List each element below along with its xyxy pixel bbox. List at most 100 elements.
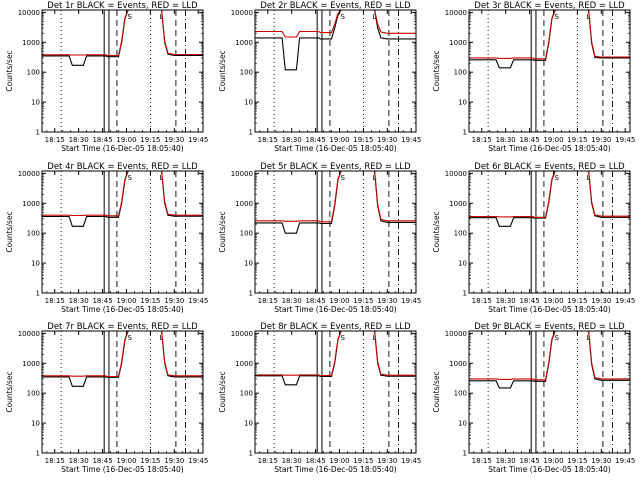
y-axis-label: Counts/sec [5, 211, 14, 252]
x-tick-label: 18:30 [282, 457, 302, 465]
y-tick-label: 10 [458, 99, 467, 107]
y-tick-label: 1 [249, 129, 253, 137]
x-tick-label: 18:15 [472, 297, 492, 305]
s-marker: S [127, 174, 132, 182]
x-tick-label: 19:15 [567, 136, 587, 144]
y-tick-label: 1000 [449, 360, 467, 368]
x-tick-label: 18:30 [496, 297, 516, 305]
y-tick-label: 100 [454, 390, 467, 398]
x-tick-label: 18:45 [519, 136, 539, 144]
series-lld [469, 170, 630, 218]
panel-title: Det 3r BLACK = Events, RED = LLD [474, 1, 625, 11]
x-tick-label: 19:15 [140, 136, 160, 144]
x-tick-label: 18:45 [305, 457, 325, 465]
x-axis-label: Start Time (16-Dec-05 18:05:40) [61, 144, 183, 153]
series-lld [255, 9, 416, 38]
x-tick-label: 18:30 [69, 297, 89, 305]
l-marker: L [160, 13, 164, 21]
x-axis-label: Start Time (16-Dec-05 18:05:40) [274, 144, 396, 153]
panel-det-5: Det 5r BLACK = Events, RED = LLD S L 1 10 100… [218, 162, 421, 314]
y-axis-label: Counts/sec [432, 371, 441, 412]
y-tick-label: 1000 [235, 39, 253, 47]
plot-frame [254, 170, 417, 294]
panel-det-2: Det 2r BLACK = Events, RED = LLD S L 1 10 100… [218, 1, 421, 153]
x-tick-label: 18:45 [92, 457, 112, 465]
plot-frame [254, 9, 417, 133]
x-tick-label: 18:30 [282, 297, 302, 305]
y-tick-label: 10 [244, 99, 253, 107]
x-tick-label: 19:00 [329, 136, 349, 144]
y-tick-label: 1 [249, 450, 253, 458]
y-axis-label: Counts/sec [432, 50, 441, 91]
y-tick-label: 1 [36, 129, 40, 137]
x-tick-label: 18:15 [258, 297, 278, 305]
x-tick-label: 19:45 [401, 136, 421, 144]
plot-frame [41, 170, 204, 294]
y-tick-label: 1000 [449, 39, 467, 47]
y-tick-label: 100 [454, 69, 467, 77]
x-tick-label: 18:45 [305, 136, 325, 144]
panel-title: Det 6r BLACK = Events, RED = LLD [474, 162, 625, 172]
s-marker: S [554, 13, 559, 21]
x-tick-label: 18:45 [92, 297, 112, 305]
l-marker: L [587, 334, 591, 342]
y-tick-label: 10 [31, 99, 40, 107]
y-tick-label: 10 [31, 420, 40, 428]
x-tick-label: 18:15 [45, 136, 65, 144]
x-tick-label: 19:45 [188, 297, 208, 305]
y-tick-label: 100 [27, 390, 40, 398]
x-tick-label: 18:30 [496, 136, 516, 144]
x-tick-label: 19:30 [164, 457, 184, 465]
panel-det-3: Det 3r BLACK = Events, RED = LLD S L 1 10 100… [432, 1, 635, 153]
x-tick-label: 18:15 [258, 136, 278, 144]
y-tick-label: 10000 [231, 9, 253, 17]
y-tick-label: 1000 [22, 39, 40, 47]
x-tick-label: 18:15 [45, 457, 65, 465]
panel-det-1: Det 1r BLACK = Events, RED = LLD S L 1 10 100… [5, 1, 208, 153]
x-axis-label: Start Time (16-Dec-05 18:05:40) [488, 305, 610, 314]
y-tick-label: 10000 [445, 170, 467, 178]
y-tick-label: 1 [463, 129, 467, 137]
x-tick-label: 19:45 [401, 457, 421, 465]
x-tick-label: 18:30 [282, 136, 302, 144]
s-marker: S [340, 174, 345, 182]
l-marker: L [373, 13, 377, 21]
x-tick-label: 19:15 [567, 297, 587, 305]
y-tick-label: 1000 [235, 200, 253, 208]
y-tick-label: 1000 [22, 200, 40, 208]
x-tick-label: 18:30 [69, 457, 89, 465]
s-marker: S [554, 334, 559, 342]
x-tick-label: 18:30 [496, 457, 516, 465]
y-tick-label: 10000 [445, 330, 467, 338]
y-tick-label: 1000 [449, 200, 467, 208]
plot-frame [468, 330, 631, 454]
y-tick-label: 10000 [231, 170, 253, 178]
s-marker: S [127, 13, 132, 21]
y-tick-label: 100 [27, 69, 40, 77]
panel-title: Det 4r BLACK = Events, RED = LLD [47, 162, 198, 172]
panel-det-6: Det 6r BLACK = Events, RED = LLD S L 1 10 100… [432, 162, 635, 314]
s-marker: S [127, 334, 132, 342]
x-tick-label: 19:45 [401, 297, 421, 305]
x-tick-label: 19:15 [353, 297, 373, 305]
panel-title: Det 1r BLACK = Events, RED = LLD [47, 1, 198, 11]
x-tick-label: 19:30 [377, 457, 397, 465]
plot-frame [468, 9, 631, 133]
y-tick-label: 100 [240, 230, 253, 238]
y-tick-label: 10000 [231, 330, 253, 338]
y-tick-label: 100 [27, 230, 40, 238]
y-tick-label: 1 [36, 290, 40, 298]
y-tick-label: 1 [36, 450, 40, 458]
y-tick-label: 10 [244, 260, 253, 268]
series-lld [255, 330, 416, 377]
plot-frame [254, 330, 417, 454]
series-lld [469, 9, 630, 60]
panel-title: Det 5r BLACK = Events, RED = LLD [260, 162, 411, 172]
l-marker: L [160, 174, 164, 182]
panel-title: Det 8r BLACK = Events, RED = LLD [260, 322, 411, 332]
panel-title: Det 7r BLACK = Events, RED = LLD [47, 322, 198, 332]
plot-frame [468, 170, 631, 294]
x-axis-label: Start Time (16-Dec-05 18:05:40) [61, 465, 183, 474]
y-tick-label: 10000 [18, 9, 40, 17]
